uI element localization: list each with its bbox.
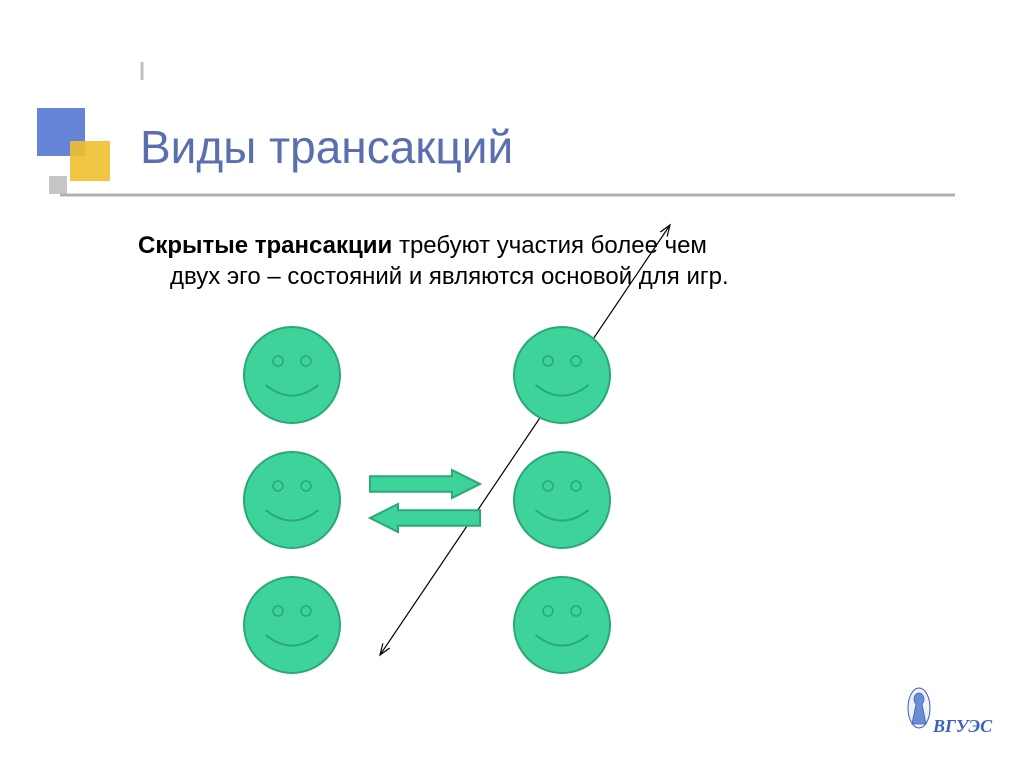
body-bold: Скрытые трансакции (138, 232, 392, 259)
body-line3: двух эго – состояний и являются основой … (170, 263, 729, 290)
smiley-face (244, 577, 340, 673)
body-part2: требуют участия более чем (392, 232, 707, 259)
slide-canvas (0, 0, 1024, 767)
block-arrows (370, 470, 480, 532)
block-arrow-left (370, 504, 480, 532)
logo-icon (908, 688, 930, 728)
smiley-face (514, 452, 610, 548)
body-text: Скрытые трансакции требуют участия более… (138, 230, 729, 292)
smiley-face (244, 452, 340, 548)
block-arrow-right (370, 470, 480, 498)
smiley-face (514, 327, 610, 423)
slide-title: Виды трансакций (140, 120, 513, 174)
smiley-face (514, 577, 610, 673)
logo-text: ВГУЭС (933, 716, 992, 737)
smiley-faces (244, 327, 610, 673)
smiley-face (244, 327, 340, 423)
slide: Виды трансакций Скрытые трансакции требу… (0, 0, 1024, 767)
